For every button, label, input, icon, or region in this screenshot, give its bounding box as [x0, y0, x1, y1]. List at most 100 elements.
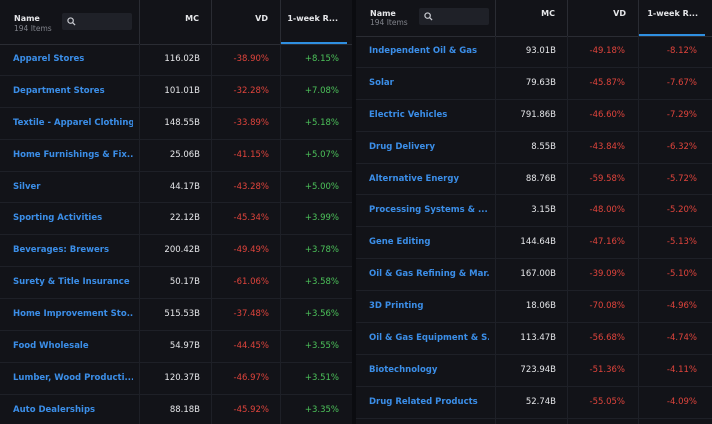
vd-value: -47.16%	[589, 237, 625, 248]
industry-link[interactable]: Alternative Energy	[369, 173, 459, 184]
industry-link[interactable]: Beverages: Brewers	[13, 245, 110, 256]
table-row[interactable]: Textile - Apparel Clothing 148.55B -33.89%…	[0, 108, 352, 140]
week-return-value: +3.51%	[304, 372, 339, 383]
industry-link[interactable]: Department Stores	[13, 85, 105, 96]
industry-link[interactable]: Sporting Activities	[13, 213, 103, 224]
industry-link[interactable]: Drug Delivery	[369, 141, 436, 152]
table-row[interactable]: Silver 44.17B -43.28% +5.00%	[0, 172, 352, 204]
market-cap-value: 93.01B	[525, 46, 556, 56]
table-row[interactable]: Apparel Stores 116.02B -38.90% +8.15%	[0, 44, 352, 76]
week-return-value: +3.78%	[304, 245, 339, 256]
table-row[interactable]: Electric Vehicles 791.86B -46.60% -7.29%	[356, 100, 712, 132]
table-row[interactable]: Home Furnishings & Fix... 25.06B -41.15% +5…	[0, 140, 352, 172]
table-row[interactable]: 3D Printing 18.06B -70.08% -4.96%	[356, 291, 712, 324]
top-losers-table: Name 194 Items MC VD 1-week R... Indepen…	[356, 0, 712, 424]
item-count: 194 Items	[14, 24, 52, 33]
industry-link[interactable]: Independent Oil & Gas	[369, 46, 478, 56]
market-cap-value: 52.74B	[525, 396, 556, 407]
search-input[interactable]	[419, 8, 489, 25]
market-cap-value: 116.02B	[164, 54, 200, 64]
vd-value: -45.92%	[233, 404, 269, 415]
industry-link[interactable]: Oil & Gas Refining & Mar...	[369, 269, 489, 280]
industry-link[interactable]: Food Wholesale	[13, 341, 89, 352]
industry-link[interactable]: Home Furnishings & Fix...	[13, 149, 133, 160]
week-return-value: +7.08%	[304, 85, 339, 96]
table-row[interactable]: Department Stores 101.01B -32.28% +7.08%	[0, 76, 352, 108]
industry-link[interactable]: Textile - Apparel Clothing	[13, 117, 133, 128]
industry-link[interactable]: Surety & Title Insurance	[13, 277, 130, 288]
week-return-value: -4.11%	[666, 364, 697, 375]
mc-column-header[interactable]: MC	[185, 14, 199, 23]
industry-link[interactable]: Apparel Stores	[13, 54, 85, 64]
table-row[interactable]: Gene Editing 144.64B -47.16% -5.13%	[356, 227, 712, 260]
week-return-value: -4.74%	[666, 333, 697, 344]
vd-column-header[interactable]: VD	[255, 14, 268, 23]
industry-link[interactable]: Biotechnology	[369, 364, 438, 375]
table-row[interactable]: Alternative Energy 88.76B -59.58% -5.72%	[356, 164, 712, 196]
industry-link[interactable]: Processing Systems & ...	[369, 205, 488, 216]
table-row[interactable]: Drug Delivery 8.55B -43.84% -6.32%	[356, 132, 712, 164]
industry-link[interactable]: Oil & Gas Equipment & S...	[369, 333, 489, 344]
week-return-value: -7.29%	[666, 109, 697, 120]
table-row[interactable]: Biotechnology 723.94B -51.36% -4.11%	[356, 355, 712, 387]
table-row[interactable]: Drug Related Products 52.74B -55.05% -4.09%	[356, 387, 712, 419]
week-return-value: -4.09%	[666, 396, 697, 407]
table-header: Name 194 Items MC VD 1-week R...	[0, 0, 352, 45]
industry-link[interactable]: Silver	[13, 181, 41, 192]
week-return-value: -5.72%	[666, 173, 697, 184]
vd-value: -55.05%	[589, 396, 625, 407]
vd-column-header[interactable]: VD	[613, 9, 626, 18]
table-row[interactable]: Food Wholesale 54.97B -44.45% +3.55%	[0, 331, 352, 363]
industry-link[interactable]: Gene Editing	[369, 237, 431, 248]
name-column-header[interactable]: Name 194 Items	[356, 0, 496, 36]
table-row[interactable]: Independent Oil & Gas 93.01B -49.18% -8.12%	[356, 36, 712, 68]
week-return-column-header[interactable]: 1-week R...	[647, 9, 698, 18]
week-return-column-header[interactable]: 1-week R...	[287, 14, 338, 23]
table-body: Apparel Stores 116.02B -38.90% +8.15% Depart…	[0, 44, 352, 424]
table-row[interactable]: Processing Systems & ... 3.15B -48.00% -5.2…	[356, 195, 712, 228]
table-row[interactable]: Beverages: Brewers 200.42B -49.49% +3.78%	[0, 235, 352, 268]
table-row[interactable]: Auto Dealerships 88.18B -45.92% +3.35%	[0, 395, 352, 424]
vd-value: -46.97%	[233, 372, 269, 383]
search-input[interactable]	[62, 13, 132, 30]
market-cap-value: 22.12B	[169, 213, 200, 224]
name-column-header[interactable]: Name 194 Items	[0, 0, 140, 44]
table-header: Name 194 Items MC VD 1-week R...	[356, 0, 712, 37]
industry-link[interactable]: Auto Dealerships	[13, 404, 96, 415]
industry-link[interactable]: Lumber, Wood Producti...	[13, 372, 133, 383]
table-row[interactable]: Oil & Gas Refining & Mar... 167.00B -39.09…	[356, 259, 712, 292]
industry-link[interactable]: Electric Vehicles	[369, 109, 448, 120]
market-cap-value: 25.06B	[169, 149, 200, 160]
vd-value: -39.09%	[589, 269, 625, 280]
vd-value: -37.48%	[233, 309, 269, 320]
vd-value: -38.90%	[233, 54, 269, 64]
week-return-value: +3.35%	[304, 404, 339, 415]
vd-value: -51.36%	[589, 364, 625, 375]
name-header-label: Name	[14, 14, 40, 23]
vd-value: -46.60%	[589, 109, 625, 120]
market-cap-value: 44.17B	[169, 181, 200, 192]
industry-link[interactable]: 3D Printing	[369, 301, 424, 312]
table-row[interactable]: Oil & Gas Equipment & S... 113.47B -56.68%…	[356, 323, 712, 355]
industry-link[interactable]: Drug Related Products	[369, 396, 478, 407]
industry-link[interactable]: Solar	[369, 77, 394, 88]
table-row[interactable]: Sporting Activities 22.12B -45.34% +3.99%	[0, 203, 352, 236]
market-cap-value: 200.42B	[164, 245, 200, 256]
industry-link[interactable]: Home Improvement Sto...	[13, 309, 133, 320]
sort-indicator	[639, 34, 705, 36]
vd-value: -32.28%	[233, 85, 269, 96]
vd-value: -56.68%	[589, 333, 625, 344]
vd-value: -49.49%	[233, 245, 269, 256]
market-cap-value: 88.76B	[525, 173, 556, 184]
market-cap-value: 148.55B	[164, 117, 200, 128]
item-count: 194 Items	[370, 18, 408, 27]
table-row[interactable]: Lumber, Wood Producti... 120.37B -46.97% +3…	[0, 363, 352, 395]
table-row[interactable]: Solar 79.63B -45.87% -7.67%	[356, 68, 712, 100]
vd-value: -59.58%	[589, 173, 625, 184]
week-return-value: -8.12%	[666, 46, 697, 56]
mc-column-header[interactable]: MC	[541, 9, 555, 18]
table-row[interactable]: Surety & Title Insurance 50.17B -61.06% +3.…	[0, 267, 352, 300]
week-return-value: -4.96%	[666, 301, 697, 312]
table-row[interactable]: Home Improvement Sto... 515.53B -37.48% +3.…	[0, 299, 352, 332]
